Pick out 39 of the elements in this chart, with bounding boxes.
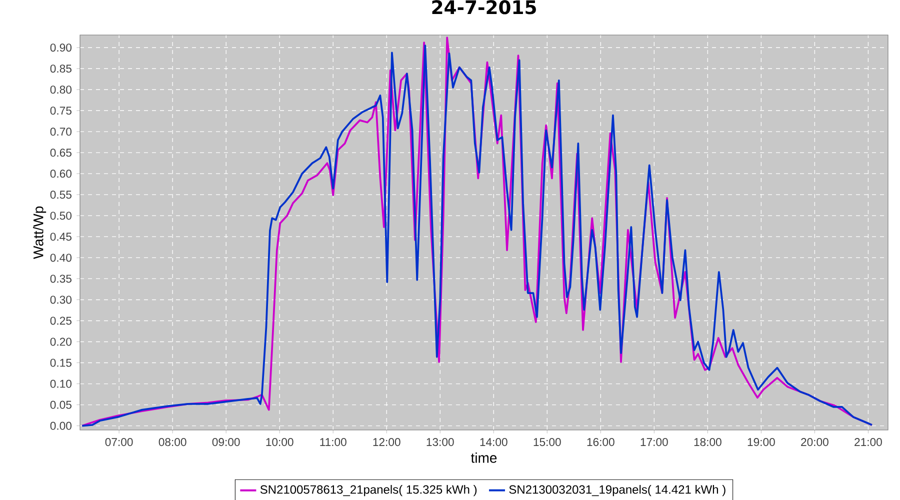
- x-tick-label: 10:00: [266, 438, 294, 446]
- y-tick-label: 0.40: [50, 254, 72, 262]
- x-tick-label: 19:00: [748, 438, 775, 446]
- chart-title: 24-7-2015: [432, 0, 536, 14]
- y-tick-label: 0.70: [50, 128, 72, 136]
- y-tick-label: 0.15: [50, 358, 72, 367]
- x-tick-label: 08:00: [158, 438, 186, 446]
- x-tick-label: 11:00: [320, 438, 346, 446]
- legend-label: SN2100578613_21panels( 15.325 kWh ): [260, 484, 477, 496]
- y-tick-label: 0.75: [50, 106, 72, 115]
- x-tick-label: 21:00: [854, 438, 882, 446]
- y-tick-label: 0.85: [50, 64, 72, 73]
- y-tick-label: 0.60: [50, 170, 72, 178]
- x-tick-label: 18:00: [694, 438, 722, 446]
- y-tick-label: 0.50: [50, 212, 72, 220]
- y-tick-label: 0.00: [50, 422, 72, 430]
- y-tick-label: 0.90: [50, 44, 72, 52]
- y-tick-label: 0.10: [50, 380, 72, 388]
- legend-label: SN2130032031_19panels( 14.421 kWh ): [509, 484, 726, 496]
- y-axis-title: Watt/Wp: [33, 206, 46, 260]
- x-tick-label: 07:00: [105, 438, 133, 446]
- y-tick-label: 0.45: [50, 232, 72, 241]
- x-axis-title: time: [470, 452, 497, 463]
- x-tick-label: 15:00: [534, 438, 561, 446]
- x-tick-label: 17:00: [640, 438, 668, 446]
- y-tick-label: 0.30: [50, 296, 72, 304]
- x-tick-label: 12:00: [373, 438, 400, 446]
- y-tick-label: 0.20: [50, 338, 72, 346]
- x-tick-label: 09:00: [212, 438, 240, 446]
- y-tick-label: 0.35: [50, 274, 72, 283]
- x-tick-label: 14:00: [480, 438, 508, 446]
- y-tick-label: 0.05: [50, 400, 72, 409]
- x-tick-label: 16:00: [587, 438, 614, 446]
- x-tick-label: 13:00: [426, 438, 454, 446]
- x-tick-label: 20:00: [801, 438, 828, 446]
- y-tick-label: 0.65: [50, 148, 72, 157]
- y-tick-label: 0.25: [50, 316, 72, 325]
- y-tick-label: 0.55: [50, 190, 72, 199]
- y-tick-label: 0.80: [50, 86, 72, 94]
